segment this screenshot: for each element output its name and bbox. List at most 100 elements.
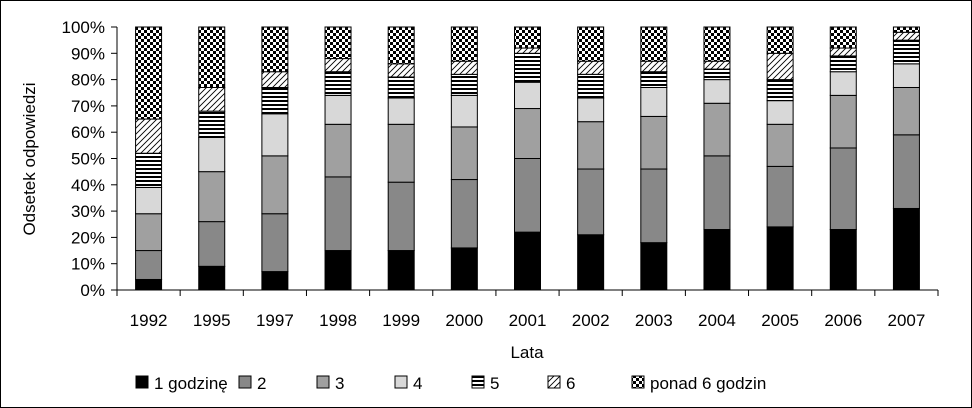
- legend-swatch: [316, 375, 330, 389]
- bar-segment-2006-2: [829, 147, 857, 231]
- bar-segment-2000-4: [450, 94, 478, 128]
- bar-segment-1992-1: [135, 278, 163, 291]
- bar-segment-1999-6: [387, 63, 415, 78]
- bar-segment-2004-2: [703, 155, 731, 231]
- bar-segment-2006-1: [829, 229, 857, 291]
- bar-segment-2002-7: [577, 26, 605, 62]
- bar-segment-1998-4: [324, 94, 352, 125]
- bar-segment-2003-7: [640, 26, 668, 62]
- bar-segment-1999-4: [387, 97, 415, 125]
- bar-segment-2005-3: [766, 123, 794, 167]
- bar-segment-2007-7: [892, 26, 920, 33]
- bar-segment-2001-2: [514, 158, 541, 233]
- y-tick-label: 40%: [71, 176, 105, 195]
- bar-segment-2003-4: [640, 86, 668, 117]
- bar-segment-1999-3: [387, 123, 415, 183]
- legend-item-5: 5: [471, 374, 499, 393]
- bar-segment-2005-5: [766, 79, 794, 102]
- bar-segment-2003-2: [640, 168, 668, 244]
- x-tick-label: 2002: [572, 311, 610, 330]
- bar-segment-1995-3: [198, 171, 226, 223]
- y-tick-label: 90%: [71, 44, 105, 63]
- bar-segment-2002-1: [577, 234, 605, 291]
- bar-segment-2001-5: [514, 52, 541, 83]
- bar-segment-1997-7: [261, 26, 289, 73]
- bar-segment-2006-6: [829, 47, 857, 57]
- x-tick-label: 2007: [888, 311, 926, 330]
- legend-swatch: [394, 375, 408, 389]
- x-tick-label: 1992: [130, 311, 168, 330]
- y-tick-label: 50%: [71, 150, 105, 169]
- y-tick-label: 30%: [71, 202, 105, 221]
- bar-segment-2001-4: [514, 81, 541, 110]
- bar-segment-1995-5: [198, 110, 226, 138]
- bar-segment-2000-6: [450, 60, 478, 75]
- legend-label: 3: [335, 374, 344, 393]
- bar-segment-1992-5: [135, 152, 163, 188]
- legend-item-4: 4: [394, 374, 422, 393]
- bar-segment-2007-1: [892, 207, 920, 291]
- x-axis-title: Lata: [510, 343, 544, 362]
- bar-segment-2004-7: [703, 26, 731, 62]
- bar-segment-2007-6: [892, 31, 920, 41]
- bar-segment-1992-3: [135, 213, 163, 252]
- legend-label: 2: [257, 374, 266, 393]
- bar-segment-2007-4: [892, 63, 920, 88]
- bar-segment-2007-2: [892, 134, 920, 209]
- bar-segment-2005-7: [766, 26, 794, 54]
- bar-segment-2000-1: [450, 247, 478, 291]
- y-tick-label: 100%: [62, 18, 105, 37]
- legend-label: ponad 6 godzin: [650, 374, 766, 393]
- y-tick-label: 70%: [71, 97, 105, 116]
- bar-segment-1998-6: [324, 58, 352, 73]
- x-tick-label: 1997: [256, 311, 294, 330]
- bar-segment-2007-5: [892, 39, 920, 65]
- legend-item-3: 3: [316, 374, 344, 393]
- bar-segment-2000-5: [450, 73, 478, 96]
- bar-segment-2004-4: [703, 79, 731, 104]
- bar-segment-1992-6: [135, 118, 163, 154]
- bar-segment-1992-7: [135, 26, 163, 120]
- bar-segment-2001-7: [514, 26, 541, 49]
- legend-label: 6: [566, 374, 575, 393]
- bar-segment-1992-4: [135, 186, 163, 215]
- bar-segment-2002-2: [577, 168, 605, 236]
- y-tick-label: 80%: [71, 71, 105, 90]
- bar-segment-2005-6: [766, 52, 794, 81]
- x-tick-label: 1995: [193, 311, 231, 330]
- bar-segment-1998-3: [324, 123, 352, 178]
- bar-segment-2000-2: [450, 179, 478, 249]
- bar-segment-1999-5: [387, 76, 415, 99]
- legend-swatch: [631, 375, 645, 389]
- bar-segment-1997-6: [261, 71, 289, 88]
- bar-segment-1998-5: [324, 71, 352, 96]
- x-tick-label: 2001: [509, 311, 547, 330]
- x-tick-label: 2000: [445, 311, 483, 330]
- bar-segment-2006-5: [829, 55, 857, 73]
- bar-segment-2001-3: [514, 108, 541, 159]
- legend-item-2: 2: [238, 374, 266, 393]
- bar-segment-2002-5: [577, 73, 605, 99]
- bar-segment-2002-3: [577, 121, 605, 170]
- bar-segment-1992-2: [135, 250, 163, 280]
- bar-segment-2004-3: [703, 102, 731, 157]
- legend-item-6: 6: [547, 374, 575, 393]
- x-tick-label: 1999: [382, 311, 420, 330]
- bar-segment-1997-1: [261, 271, 289, 291]
- bar-segment-2006-7: [829, 26, 857, 49]
- bar-segment-1997-3: [261, 155, 289, 215]
- bar-segment-2004-1: [703, 229, 731, 291]
- x-tick-label: 2006: [824, 311, 862, 330]
- bar-segment-2006-4: [829, 71, 857, 96]
- bar-segment-1995-1: [198, 265, 226, 291]
- legend-label: 4: [413, 374, 422, 393]
- bar-segment-2003-1: [640, 242, 668, 291]
- bar-segment-1997-5: [261, 86, 289, 115]
- legend-item-7: ponad 6 godzin: [631, 374, 766, 393]
- legend-label: 1 godzinę: [154, 374, 228, 393]
- bar-segment-2004-6: [703, 60, 731, 70]
- bar-segment-2001-6: [514, 47, 541, 54]
- y-axis-title: Odsetek odpowiedzi: [20, 82, 39, 235]
- bar-segment-1998-1: [324, 250, 352, 291]
- legend-swatch: [471, 375, 485, 389]
